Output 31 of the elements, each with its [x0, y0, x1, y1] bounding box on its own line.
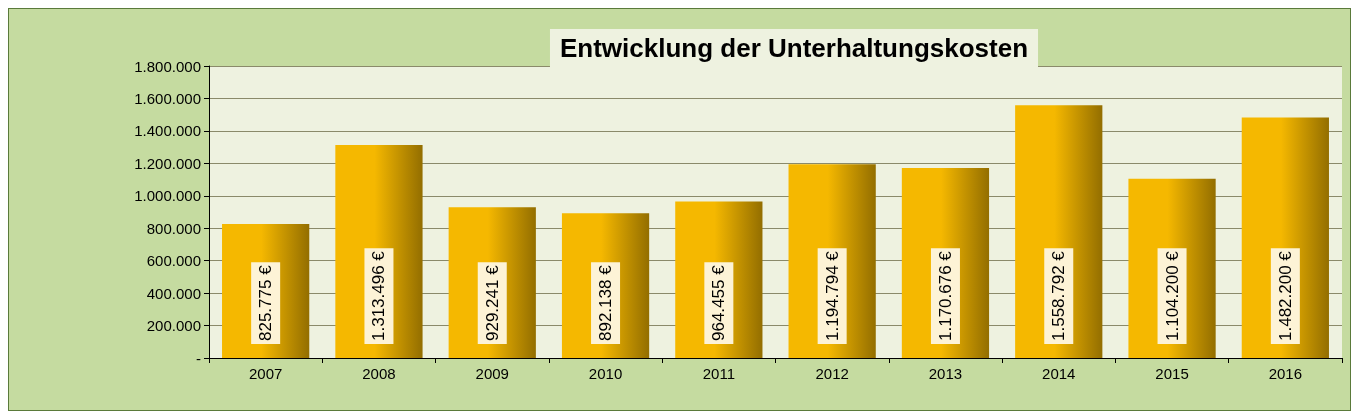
x-tick-label: 2009 [475, 365, 509, 382]
y-tick-label: - [196, 349, 201, 367]
data-label: 825.775 € [256, 264, 276, 341]
y-tick-label: 400.000 [146, 284, 201, 302]
data-label: 1.170.676 € [935, 250, 955, 341]
y-tick-label: 1.800.000 [134, 57, 201, 75]
y-tick-label: 600.000 [146, 252, 201, 270]
x-tick-label: 2007 [248, 365, 283, 382]
x-tick-label: 2015 [1155, 365, 1189, 382]
x-tick-label: 2010 [588, 365, 623, 382]
y-tick-label: 1.400.000 [134, 122, 201, 140]
y-tick-label: 200.000 [146, 317, 201, 335]
x-tick-label: 2014 [1042, 365, 1076, 382]
data-label: 929.241 € [482, 264, 502, 341]
y-tick-label: 800.000 [146, 219, 201, 237]
data-label: 964.455 € [709, 264, 729, 341]
y-tick-label: 1.000.000 [134, 187, 201, 205]
data-label: 1.558.792 € [1049, 250, 1069, 341]
x-tick-label: 2008 [362, 365, 396, 382]
data-label: 1.104.200 € [1162, 250, 1182, 341]
chart-title: Entwicklung der Unterhaltungskosten [559, 33, 1029, 63]
y-tick-label: 1.600.000 [134, 89, 201, 107]
x-tick-label: 2012 [815, 365, 849, 382]
data-label: 1.482.200 € [1275, 250, 1295, 341]
x-tick-label: 2016 [1268, 365, 1303, 382]
data-label: 892.138 € [596, 264, 616, 341]
y-tick-label: 1.200.000 [134, 154, 201, 172]
x-tick-label: 2011 [702, 365, 735, 382]
data-label: 1.313.496 € [369, 250, 389, 341]
x-tick-label: 2013 [928, 365, 963, 382]
data-label: 1.194.794 € [822, 250, 842, 341]
